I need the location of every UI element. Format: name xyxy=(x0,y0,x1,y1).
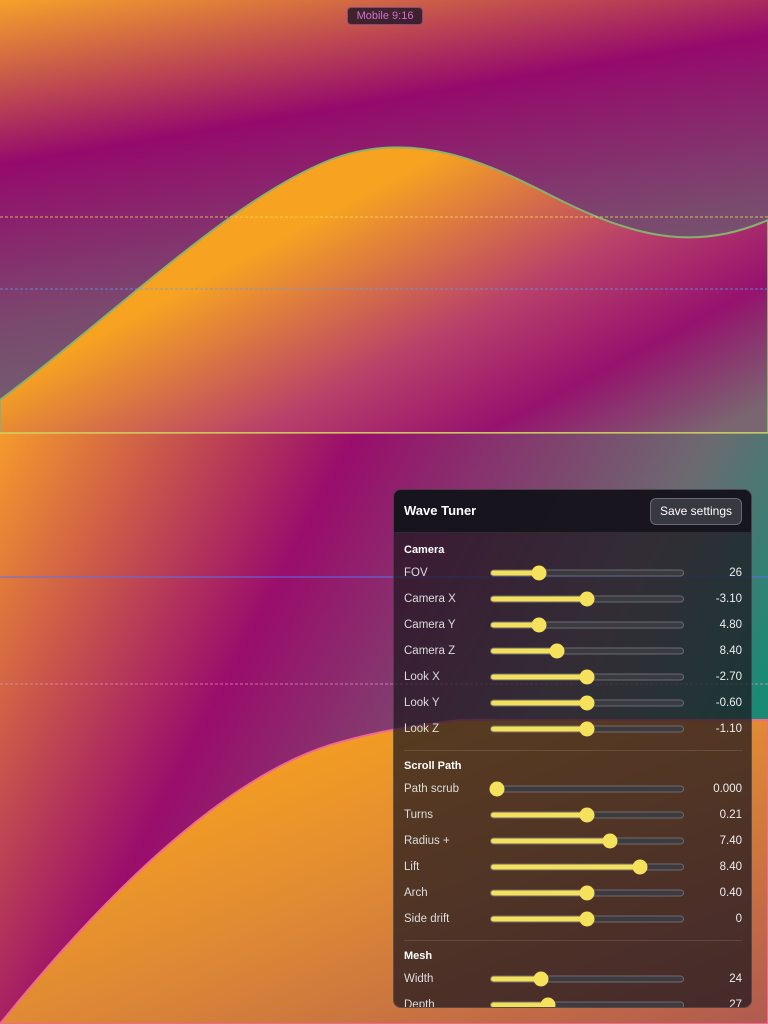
slider[interactable] xyxy=(490,621,684,629)
slider[interactable] xyxy=(490,1001,684,1007)
slider-fill xyxy=(491,570,539,576)
slider-fill xyxy=(491,726,587,732)
section-title: Scroll Path xyxy=(404,760,462,772)
slider-label: Arch xyxy=(404,887,428,899)
save-button[interactable]: Save settings xyxy=(649,498,742,525)
slider-knob[interactable] xyxy=(549,643,565,659)
section-title: Mesh xyxy=(404,950,433,962)
slider-fill xyxy=(491,890,587,896)
slider-fill xyxy=(491,864,640,870)
viewport-label: Mobile 9:16 xyxy=(347,7,423,25)
slider-fill xyxy=(491,622,540,628)
slider-label: Turns xyxy=(404,809,433,821)
divider xyxy=(404,750,742,751)
slider-value: 27 xyxy=(729,999,742,1008)
slider-knob[interactable] xyxy=(579,807,595,823)
slider[interactable] xyxy=(490,837,684,845)
slider-knob[interactable] xyxy=(489,781,505,797)
slider-label: Look X xyxy=(404,671,440,683)
slider-fill xyxy=(491,916,587,922)
slider-label: Lift xyxy=(404,861,420,873)
slider-fill xyxy=(491,700,587,706)
slider-label: Camera Y xyxy=(404,619,456,631)
slider-knob[interactable] xyxy=(579,721,595,737)
slider-value: 0.000 xyxy=(713,783,742,795)
slider-knob[interactable] xyxy=(531,617,547,633)
slider-label: FOV xyxy=(404,567,428,579)
slider-label: Look Y xyxy=(404,697,440,709)
panel-header: Wave Tuner Save settings xyxy=(394,490,751,533)
slider-fill xyxy=(491,674,587,680)
slider-label: Camera X xyxy=(404,593,456,605)
slider-fill xyxy=(491,838,611,844)
slider-label: Depth xyxy=(404,999,435,1008)
slider-value: -2.70 xyxy=(715,671,742,683)
slider-value: 8.40 xyxy=(719,645,742,657)
slider-value: 24 xyxy=(729,973,742,985)
slider-knob[interactable] xyxy=(579,591,595,607)
slider-knob[interactable] xyxy=(579,669,595,685)
slider-label: Look Z xyxy=(404,723,440,735)
slider-label: Camera Z xyxy=(404,645,456,657)
slider[interactable] xyxy=(490,647,684,655)
slider-knob[interactable] xyxy=(579,695,595,711)
slider-fill xyxy=(491,976,542,982)
slider-value: 0 xyxy=(735,913,742,925)
slider-fill xyxy=(491,1002,549,1007)
slider-value: -0.60 xyxy=(715,697,742,709)
slider[interactable] xyxy=(490,785,684,793)
section-title: Camera xyxy=(404,544,445,556)
slider-label: Radius + xyxy=(404,835,450,847)
divider xyxy=(404,940,742,941)
slider-fill xyxy=(491,596,587,602)
slider-knob[interactable] xyxy=(533,971,549,987)
slider-value: 7.40 xyxy=(719,835,742,847)
slider-knob[interactable] xyxy=(540,997,556,1007)
slider-knob[interactable] xyxy=(602,833,618,849)
slider-knob[interactable] xyxy=(531,565,546,581)
slider-value: 4.80 xyxy=(719,619,742,631)
slider-value: 0.21 xyxy=(719,809,742,821)
slider-value: 8.40 xyxy=(719,861,742,873)
slider-fill xyxy=(491,648,558,654)
slider-value: -3.10 xyxy=(715,593,742,605)
settings-panel: Wave Tuner Save settings Camera FOV 26 Came… xyxy=(393,489,752,1008)
slider-value: 26 xyxy=(729,567,742,579)
slider-knob[interactable] xyxy=(632,859,648,875)
panel-title: Wave Tuner xyxy=(404,503,477,518)
slider-label: Side drift xyxy=(404,913,450,925)
slider-knob[interactable] xyxy=(579,885,595,901)
slider-knob[interactable] xyxy=(579,911,595,927)
slider-label: Width xyxy=(404,973,434,985)
slider-value: -1.10 xyxy=(715,723,742,735)
slider-label: Path scrub xyxy=(404,783,459,795)
slider[interactable] xyxy=(490,863,684,871)
slider[interactable] xyxy=(490,975,684,983)
slider-fill xyxy=(491,812,587,818)
slider[interactable] xyxy=(490,569,684,577)
slider-value: 0.40 xyxy=(719,887,742,899)
